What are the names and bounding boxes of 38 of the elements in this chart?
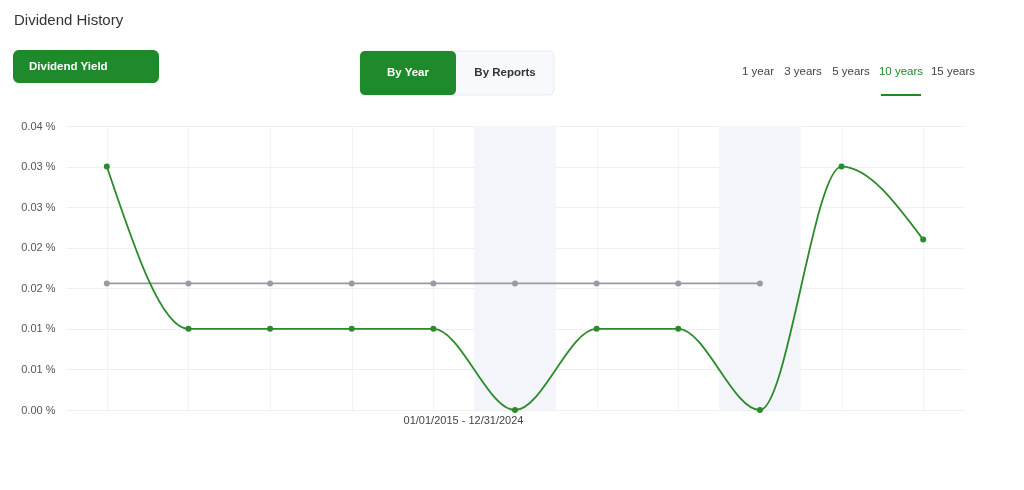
point — [103, 280, 110, 287]
text: Dividend Yield — [29, 60, 108, 72]
point — [267, 325, 274, 332]
point — [593, 280, 600, 287]
point — [675, 325, 682, 332]
text: By Reports — [474, 66, 536, 78]
y-tick-label: 0.03 % — [21, 160, 56, 173]
point — [512, 280, 518, 287]
text: 10 years — [878, 65, 924, 77]
y-tick-label: 0.00 % — [21, 403, 56, 416]
point — [593, 325, 600, 332]
point — [756, 407, 763, 413]
text: 5 years — [832, 65, 871, 77]
point — [838, 163, 845, 170]
y-tick-label: 0.01 % — [21, 322, 56, 335]
point — [185, 280, 192, 287]
point — [348, 280, 355, 287]
point — [430, 325, 437, 332]
point — [185, 325, 192, 332]
text: 15 years — [930, 65, 976, 77]
text: 1 year — [742, 65, 775, 77]
point — [267, 280, 274, 287]
x-axis-title: 01/01/2015 - 12/31/2024 — [403, 413, 524, 426]
point — [756, 280, 763, 287]
point — [920, 236, 927, 243]
y-tick-label: 0.04 % — [21, 119, 56, 132]
chart-title: Dividend History — [14, 11, 124, 28]
point — [430, 280, 437, 287]
y-tick-label: 0.03 % — [21, 200, 56, 213]
text: 3 years — [784, 65, 823, 77]
y-tick-label: 0.02 % — [21, 241, 56, 254]
y-tick-label: 0.02 % — [21, 281, 56, 294]
point — [348, 325, 355, 332]
text: By Year — [387, 66, 430, 78]
point — [675, 280, 682, 287]
point — [103, 163, 110, 170]
y-tick-label: 0.01 % — [21, 362, 56, 375]
point — [512, 407, 518, 413]
